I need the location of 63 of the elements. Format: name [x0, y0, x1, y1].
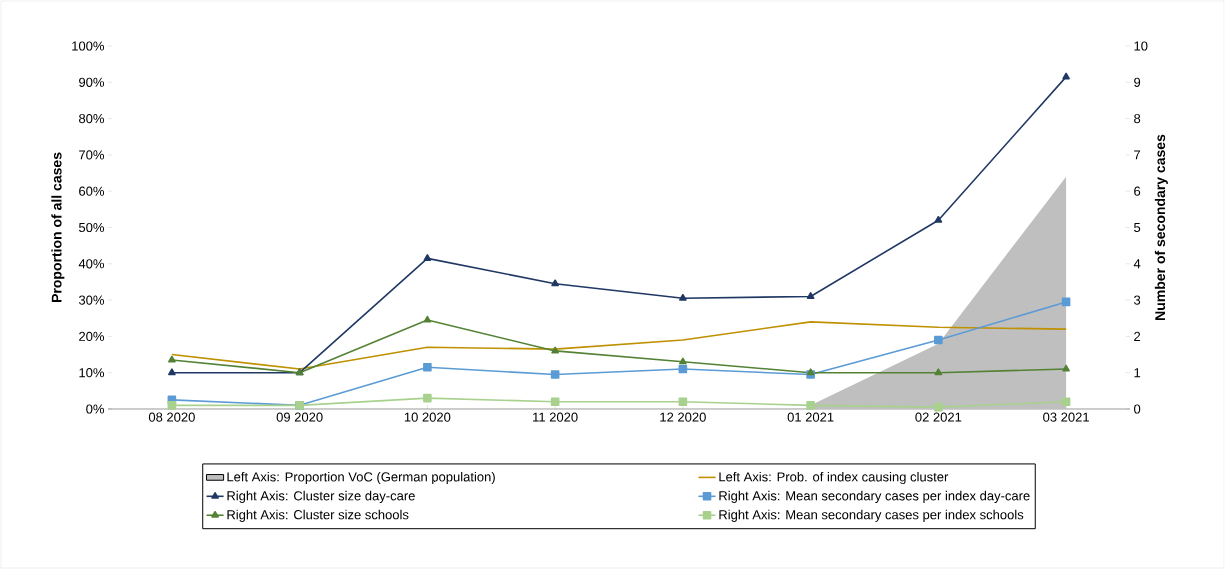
y-tick-label: 90% [79, 77, 105, 87]
point [1062, 364, 1070, 372]
y2-tick-label: 6 [1134, 186, 1141, 196]
y2-tick-label: 1 [1134, 368, 1141, 378]
legend-label: Right Axis: Mean secondary cases per index schools [719, 509, 1024, 522]
point [551, 346, 559, 354]
point [1062, 72, 1070, 80]
y2-tick-label: 9 [1134, 77, 1141, 87]
point [679, 357, 687, 365]
legend-label: Right Axis: Mean secondary cases per index day-care [719, 490, 1030, 503]
point [551, 279, 559, 287]
x-tick-label: 03 2021 [1043, 412, 1089, 422]
point [934, 335, 943, 345]
y-tick-label: 50% [78, 222, 105, 233]
y2-tick-label: 4 [1133, 259, 1141, 269]
point [1061, 297, 1071, 307]
point [423, 254, 432, 261]
legend-label: Left Axis: Prob. of index causing cluster [719, 471, 949, 485]
y-tick-label: 80% [79, 113, 105, 124]
point [1061, 397, 1071, 407]
y-tick-label: 0% [86, 404, 105, 414]
point [423, 362, 432, 372]
y-axis-title: Proportion of all cases [51, 152, 65, 303]
y2-tick-label: 5 [1134, 222, 1141, 233]
y-tick-label: 70% [79, 150, 105, 160]
y2-tick-label: 2 [1134, 331, 1141, 341]
point [934, 215, 943, 223]
point [934, 368, 943, 376]
x-tick-label: 09 2020 [276, 412, 323, 422]
y-tick-label: 60% [79, 186, 105, 196]
point [806, 401, 815, 410]
point [678, 397, 688, 407]
point [423, 393, 432, 403]
point [423, 315, 432, 323]
y-tick-label: 10% [79, 368, 105, 378]
point [806, 292, 815, 300]
point [550, 370, 560, 379]
x-tick-label: 10 2020 [404, 412, 451, 422]
y2-axis-title: Number of secondary cases [1154, 134, 1168, 320]
y2-tick-label: 8 [1134, 113, 1141, 124]
y-tick-label: 40% [78, 259, 105, 269]
point [550, 397, 560, 407]
point [678, 364, 688, 374]
y-tick-label: 100% [72, 41, 105, 51]
x-tick-label: 11 2020 [533, 412, 578, 422]
legend-label: Right Axis: Cluster size day-care [227, 490, 415, 503]
x-tick-label: 02 2021 [915, 412, 962, 422]
legend-label: Right Axis: Cluster size schools [227, 509, 409, 522]
y2-tick-label: 10 [1134, 41, 1148, 51]
y2-tick-label: 7 [1134, 150, 1141, 160]
point [167, 401, 177, 410]
y2-tick-label: 3 [1134, 295, 1141, 305]
x-tick-label: 08 2020 [148, 412, 195, 422]
legend-label: Left Axis: Proportion VoC (German population) [227, 471, 495, 485]
point [168, 355, 176, 363]
x-tick-label: 12 2020 [660, 412, 706, 422]
x-tick-label: 01 2021 [787, 412, 834, 422]
point [679, 293, 687, 301]
y-tick-label: 20% [79, 331, 105, 341]
y-tick-label: 30% [78, 295, 105, 305]
y2-tick-label: 0 [1134, 404, 1141, 414]
point [934, 402, 943, 412]
point [168, 368, 176, 376]
